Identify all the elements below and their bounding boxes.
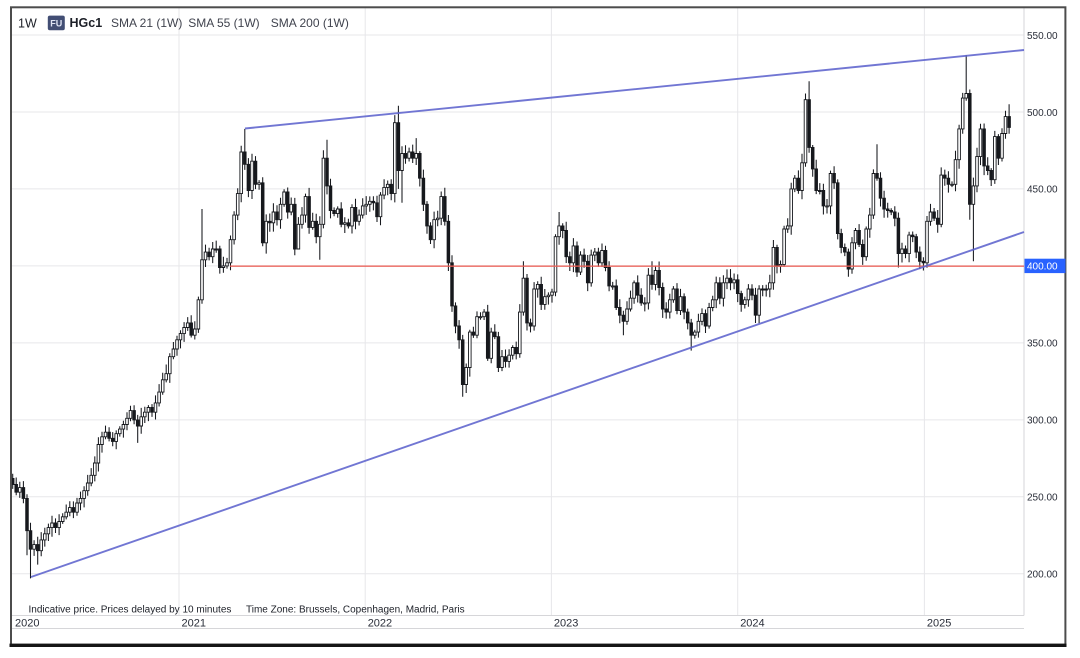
svg-text:500.00: 500.00 — [1027, 108, 1058, 119]
svg-text:350.00: 350.00 — [1027, 339, 1058, 350]
svg-text:450.00: 450.00 — [1027, 185, 1058, 196]
svg-text:250.00: 250.00 — [1027, 493, 1058, 504]
svg-text:300.00: 300.00 — [1027, 416, 1058, 427]
svg-text:FU: FU — [50, 19, 62, 29]
svg-text:2025: 2025 — [927, 617, 951, 629]
svg-text:2021: 2021 — [182, 617, 206, 629]
svg-text:400.00: 400.00 — [1027, 262, 1058, 273]
svg-text:Time Zone: Brussels, Copenhage: Time Zone: Brussels, Copenhagen, Madrid,… — [246, 605, 465, 616]
svg-text:SMA 55 (1W): SMA 55 (1W) — [188, 16, 259, 30]
svg-text:1W: 1W — [18, 17, 37, 31]
svg-text:SMA 200 (1W): SMA 200 (1W) — [271, 16, 349, 30]
svg-text:HGc1: HGc1 — [70, 16, 103, 30]
svg-text:2024: 2024 — [740, 617, 764, 629]
svg-text:Indicative price. Prices delay: Indicative price. Prices delayed by 10 m… — [29, 605, 232, 616]
svg-text:2020: 2020 — [15, 617, 39, 629]
svg-text:200.00: 200.00 — [1027, 570, 1058, 581]
svg-text:550.00: 550.00 — [1027, 31, 1058, 42]
svg-text:SMA 21 (1W): SMA 21 (1W) — [111, 16, 182, 30]
svg-text:2022: 2022 — [368, 617, 392, 629]
svg-text:2023: 2023 — [554, 617, 578, 629]
